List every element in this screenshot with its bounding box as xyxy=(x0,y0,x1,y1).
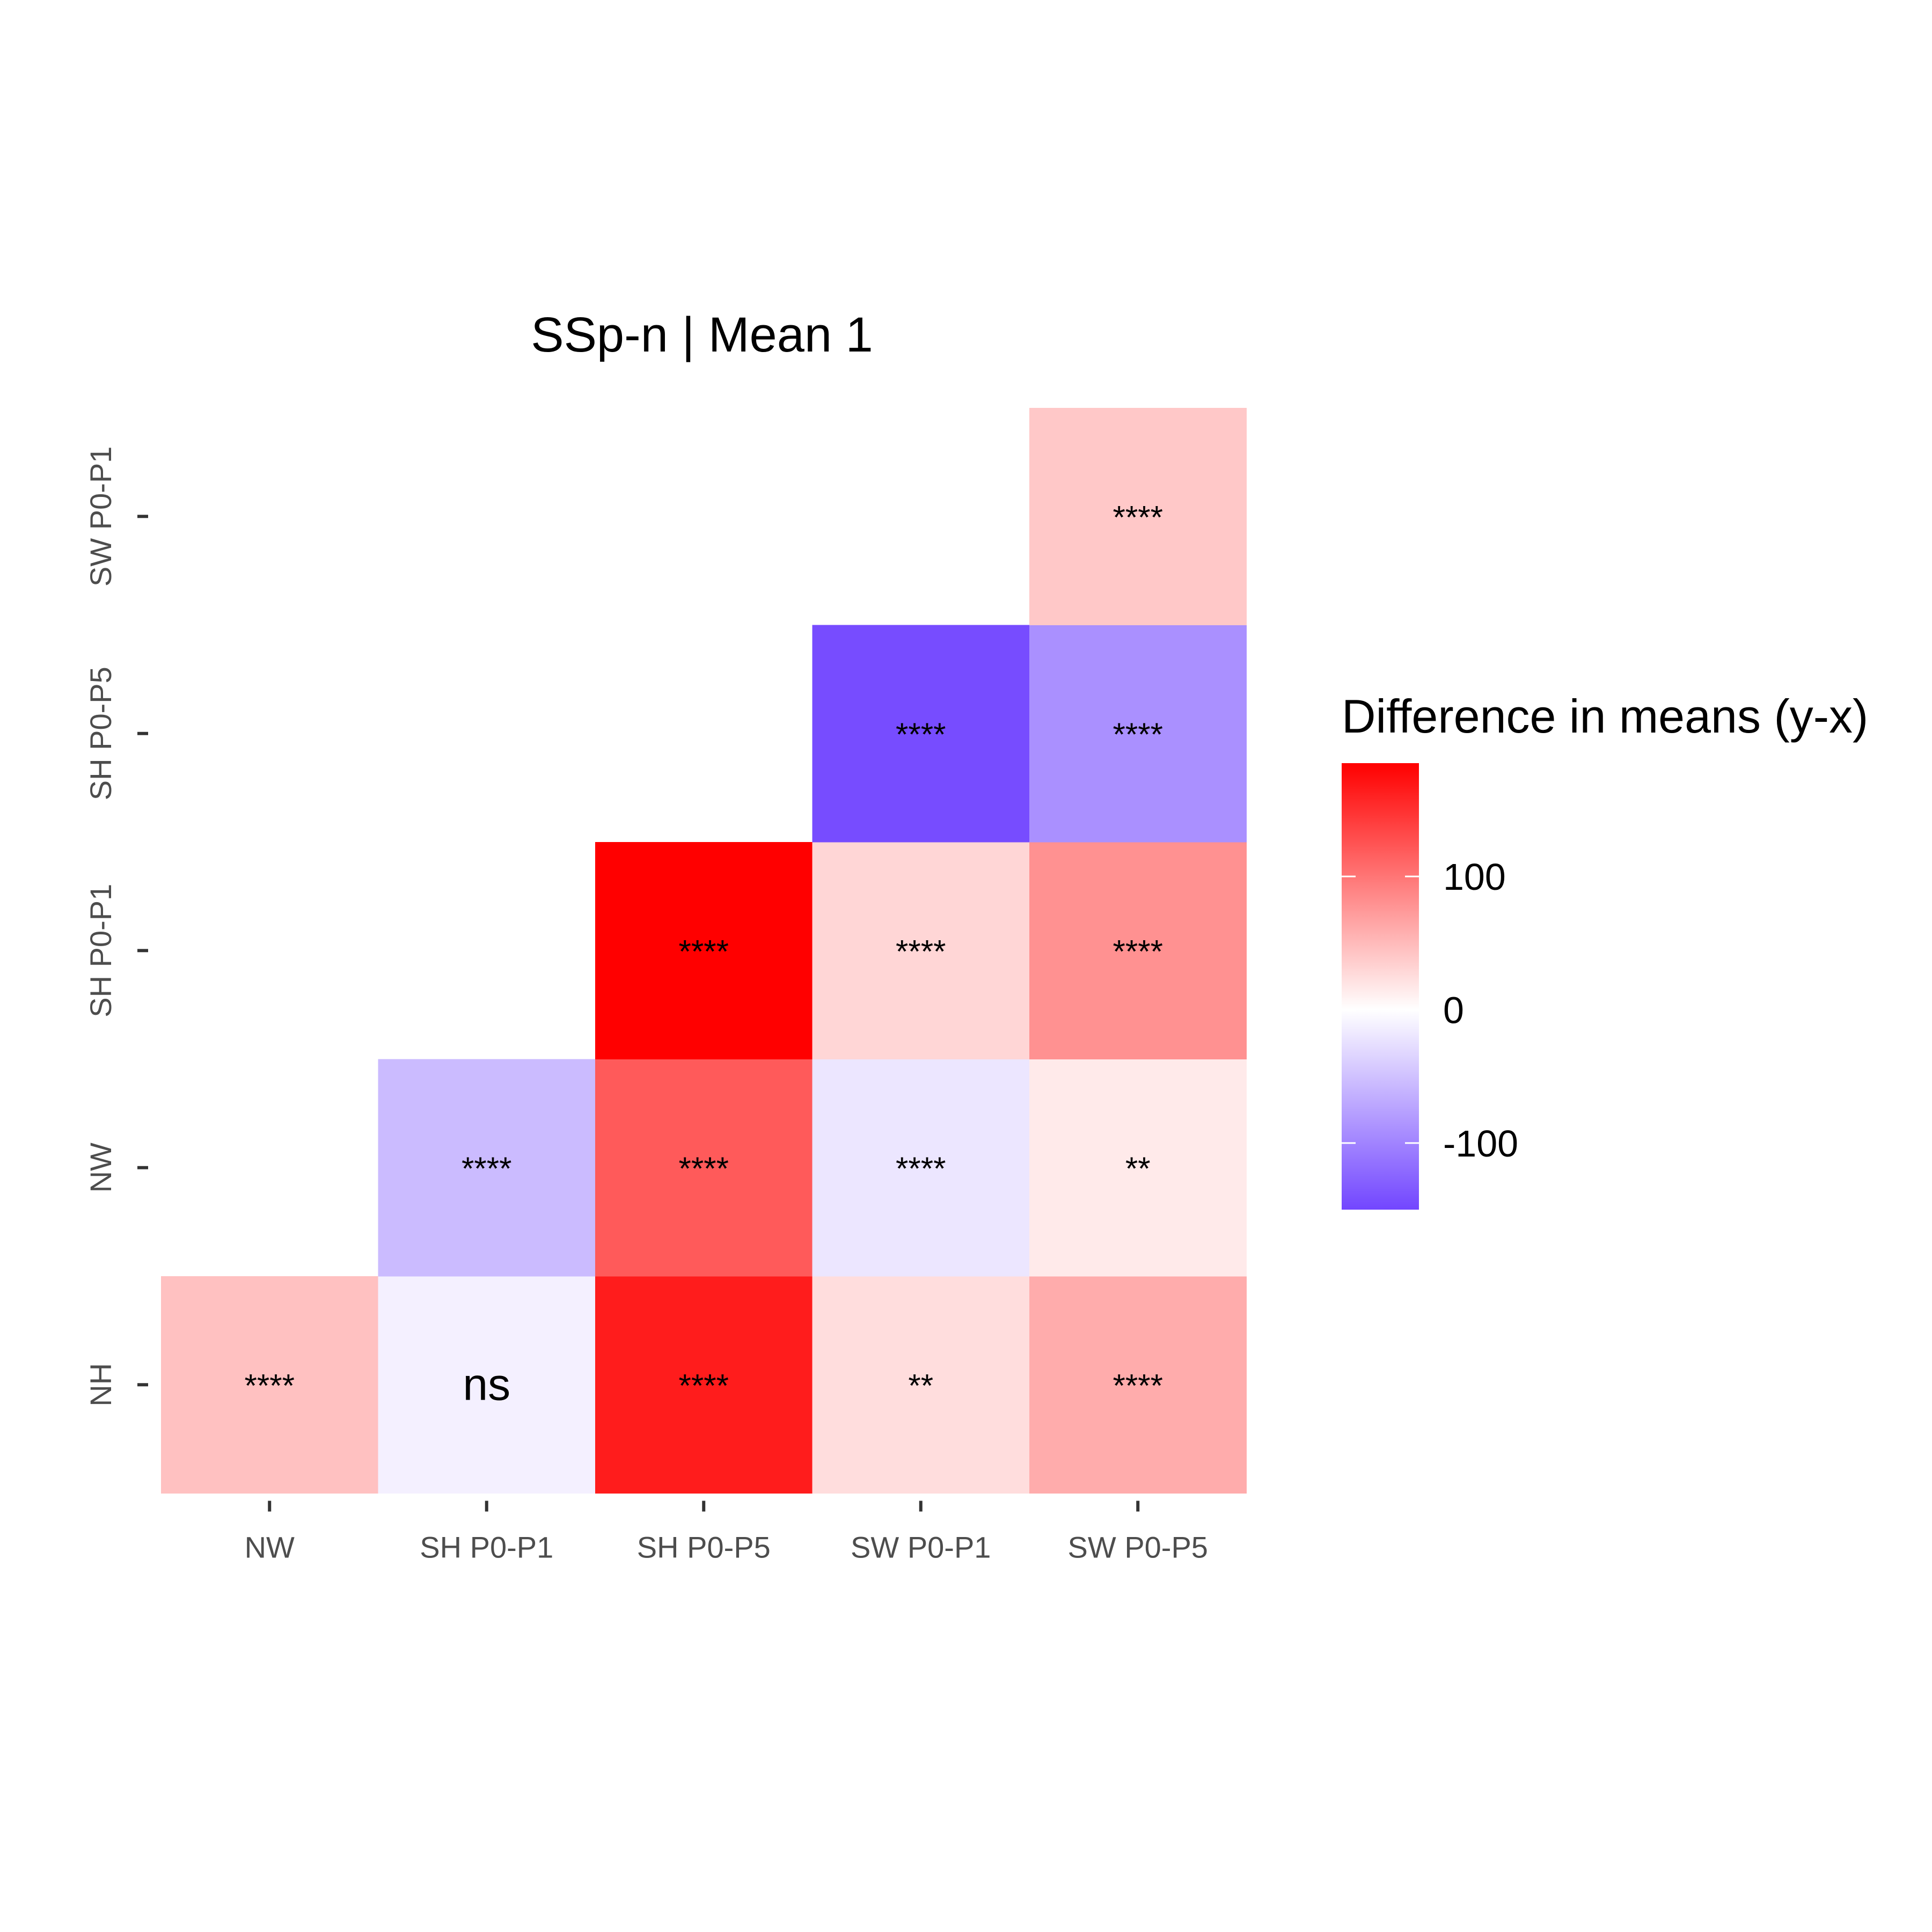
x-tick-label: SH P0-P5 xyxy=(637,1531,771,1564)
heatmap-cells: **** ns **** ** ******** **** **** ****** **** **… xyxy=(161,408,1247,1494)
cell-significance-label: ** xyxy=(1125,1151,1151,1187)
legend-title: Difference in means (y-x) xyxy=(1342,690,1868,743)
y-tick-label: NW xyxy=(84,1143,118,1192)
legend-tick-label: 100 xyxy=(1443,856,1506,898)
heatmap-cell xyxy=(378,1276,596,1494)
heatmap-cell xyxy=(1029,1276,1247,1494)
cell-significance-label: ns xyxy=(463,1359,510,1409)
y-tick-label: SW P0-P1 xyxy=(84,447,118,587)
cell-significance-label: **** xyxy=(462,1151,511,1187)
cell-significance-label: **** xyxy=(896,1151,946,1187)
cell-significance-label: **** xyxy=(679,1151,729,1187)
legend: Difference in means (y-x) 100 0 -100 xyxy=(1342,690,1868,1210)
heatmap-cell xyxy=(161,1276,378,1494)
y-tick-label: SH P0-P5 xyxy=(84,667,118,800)
cell-significance-label: **** xyxy=(1113,716,1163,752)
x-tick-label: SW P0-P1 xyxy=(851,1531,991,1564)
heatmap-cell xyxy=(1029,1059,1247,1277)
cell-significance-label: **** xyxy=(1113,1367,1163,1403)
heatmap-cell xyxy=(812,842,1030,1059)
cell-significance-label: **** xyxy=(679,933,729,969)
heatmap-cell xyxy=(1029,625,1247,843)
legend-colorbar xyxy=(1342,763,1419,1210)
legend-tick-label: 0 xyxy=(1443,989,1464,1031)
heatmap-cell xyxy=(812,1059,1030,1277)
cell-significance-label: **** xyxy=(245,1367,295,1403)
cell-significance-label: **** xyxy=(896,933,946,969)
heatmap-cell xyxy=(378,1059,596,1277)
cell-significance-label: **** xyxy=(679,1367,729,1403)
y-tick-label: NH xyxy=(84,1363,118,1407)
x-tick-label: SW P0-P5 xyxy=(1068,1531,1208,1564)
cell-significance-label: **** xyxy=(896,716,946,752)
y-tick-label: SH P0-P1 xyxy=(84,884,118,1018)
x-tick-label: SH P0-P1 xyxy=(420,1531,553,1564)
cell-significance-label: **** xyxy=(1113,933,1163,969)
heatmap-cell xyxy=(595,842,813,1059)
heatmap-cell xyxy=(1029,842,1247,1059)
heatmap-cell xyxy=(812,1276,1030,1494)
x-tick-label: NW xyxy=(245,1531,295,1564)
cell-significance-label: **** xyxy=(1113,499,1163,535)
x-axis: NW SH P0-P1 SH P0-P5 SW P0-P1 SW P0-P5 xyxy=(245,1501,1208,1564)
legend-ticks: 100 0 -100 xyxy=(1342,856,1518,1165)
chart-title: SSp-n | Mean 1 xyxy=(531,308,873,362)
heatmap-cell xyxy=(595,1059,813,1277)
heatmap-cell xyxy=(812,625,1030,843)
heatmap-cell xyxy=(595,1276,813,1494)
cell-significance-label: ** xyxy=(908,1367,933,1403)
legend-tick-label: -100 xyxy=(1443,1123,1518,1165)
y-axis: NH NW SH P0-P1 SH P0-P5 SW P0-P1 xyxy=(84,447,148,1407)
heatmap-cell xyxy=(1029,408,1247,625)
